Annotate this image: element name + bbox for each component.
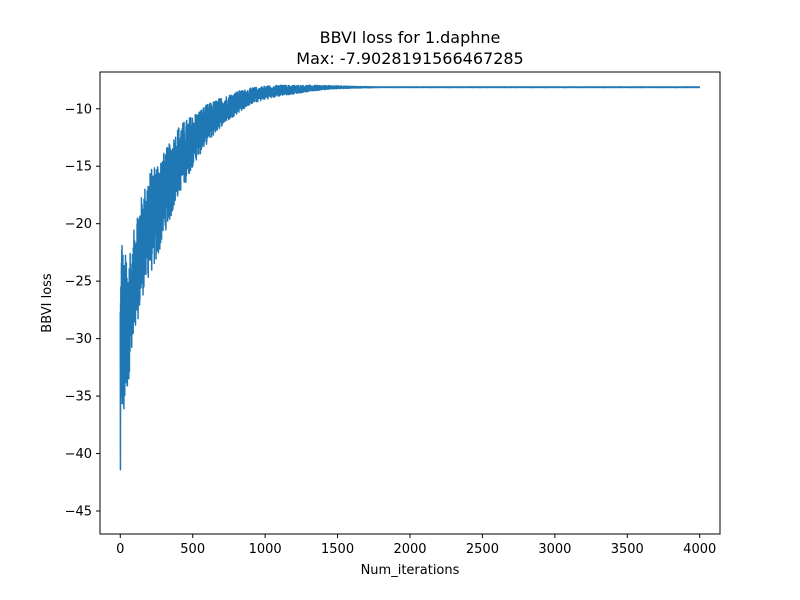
x-tick-label: 2000 [393, 542, 426, 557]
y-tick-label: −30 [65, 332, 92, 347]
x-tick-label: 500 [180, 542, 205, 557]
x-tick-label: 2500 [466, 542, 499, 557]
y-tick-label: −25 [65, 275, 92, 290]
series-group [119, 84, 701, 471]
y-axis-label: BBVI loss [40, 273, 55, 333]
chart-subtitle: Max: -7.9028191566467285 [296, 49, 523, 68]
y-tick-label: −45 [65, 505, 92, 520]
y-tick-label: −15 [65, 160, 92, 175]
y-tick-label: −40 [65, 447, 92, 462]
series-line-0 [119, 84, 701, 471]
x-tick-label: 0 [116, 542, 124, 557]
x-tick-label: 3500 [611, 542, 644, 557]
y-tick-label: −10 [65, 102, 92, 117]
y-tick-label: −35 [65, 390, 92, 405]
x-tick-label: 1500 [321, 542, 354, 557]
x-tick-label: 3000 [538, 542, 571, 557]
y-axis-ticks: −45 −40 −35 −30 −25 −20 −15 −10 [65, 102, 100, 520]
y-tick-label: −20 [65, 217, 92, 232]
x-tick-label: 4000 [683, 542, 716, 557]
chart-title: BBVI loss for 1.daphne [320, 28, 501, 47]
x-axis-ticks: 0 500 1000 1500 2000 2500 3000 3500 4000 [116, 534, 716, 557]
x-tick-label: 1000 [249, 542, 282, 557]
x-axis-label: Num_iterations [361, 563, 460, 578]
